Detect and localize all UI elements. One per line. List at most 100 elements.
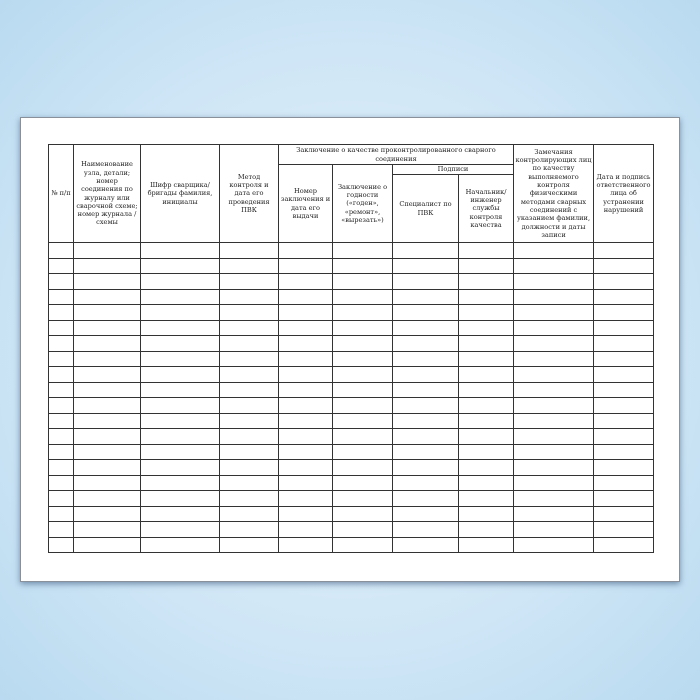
table-cell[interactable] xyxy=(457,505,515,522)
table-cell[interactable] xyxy=(278,288,333,305)
table-cell[interactable] xyxy=(332,443,393,460)
table-cell[interactable] xyxy=(332,319,393,336)
table-cell[interactable] xyxy=(140,474,220,491)
table-cell[interactable] xyxy=(593,335,655,352)
table-cell[interactable] xyxy=(140,459,220,476)
table-cell[interactable] xyxy=(457,350,515,367)
table-cell[interactable] xyxy=(332,474,393,491)
table-cell[interactable] xyxy=(457,459,515,476)
table-cell[interactable] xyxy=(73,521,141,538)
table-cell[interactable] xyxy=(219,412,279,429)
table-cell[interactable] xyxy=(48,257,74,274)
table-cell[interactable] xyxy=(513,288,595,305)
table-cell[interactable] xyxy=(140,257,220,274)
table-cell[interactable] xyxy=(73,536,141,553)
table-cell[interactable] xyxy=(457,273,515,290)
table-cell[interactable] xyxy=(593,257,655,274)
table-cell[interactable] xyxy=(219,350,279,367)
table-cell[interactable] xyxy=(593,412,655,429)
table-cell[interactable] xyxy=(593,381,655,398)
table-cell[interactable] xyxy=(140,366,220,383)
table-cell[interactable] xyxy=(278,257,333,274)
table-cell[interactable] xyxy=(392,474,459,491)
table-cell[interactable] xyxy=(593,242,655,259)
table-cell[interactable] xyxy=(278,490,333,507)
table-cell[interactable] xyxy=(457,242,515,259)
table-cell[interactable] xyxy=(140,521,220,538)
table-cell[interactable] xyxy=(457,335,515,352)
table-cell[interactable] xyxy=(332,242,393,259)
table-cell[interactable] xyxy=(48,335,74,352)
table-cell[interactable] xyxy=(278,474,333,491)
table-cell[interactable] xyxy=(219,490,279,507)
table-cell[interactable] xyxy=(332,350,393,367)
table-cell[interactable] xyxy=(332,428,393,445)
table-cell[interactable] xyxy=(48,474,74,491)
table-cell[interactable] xyxy=(457,521,515,538)
table-cell[interactable] xyxy=(513,521,595,538)
table-cell[interactable] xyxy=(140,304,220,321)
table-cell[interactable] xyxy=(593,521,655,538)
table-cell[interactable] xyxy=(392,412,459,429)
table-cell[interactable] xyxy=(392,521,459,538)
table-cell[interactable] xyxy=(593,350,655,367)
table-cell[interactable] xyxy=(140,505,220,522)
table-cell[interactable] xyxy=(140,412,220,429)
table-cell[interactable] xyxy=(513,335,595,352)
table-cell[interactable] xyxy=(513,397,595,414)
table-cell[interactable] xyxy=(140,397,220,414)
table-cell[interactable] xyxy=(593,459,655,476)
table-cell[interactable] xyxy=(48,397,74,414)
table-cell[interactable] xyxy=(219,397,279,414)
table-cell[interactable] xyxy=(332,397,393,414)
table-cell[interactable] xyxy=(73,474,141,491)
table-cell[interactable] xyxy=(392,505,459,522)
table-cell[interactable] xyxy=(48,319,74,336)
table-cell[interactable] xyxy=(392,536,459,553)
table-cell[interactable] xyxy=(513,536,595,553)
table-cell[interactable] xyxy=(457,490,515,507)
table-cell[interactable] xyxy=(278,443,333,460)
table-cell[interactable] xyxy=(332,335,393,352)
table-cell[interactable] xyxy=(513,490,595,507)
table-cell[interactable] xyxy=(457,381,515,398)
table-cell[interactable] xyxy=(73,319,141,336)
table-cell[interactable] xyxy=(48,366,74,383)
table-cell[interactable] xyxy=(513,319,595,336)
table-cell[interactable] xyxy=(278,319,333,336)
table-cell[interactable] xyxy=(513,304,595,321)
table-cell[interactable] xyxy=(593,428,655,445)
table-cell[interactable] xyxy=(219,505,279,522)
table-cell[interactable] xyxy=(140,443,220,460)
table-cell[interactable] xyxy=(219,521,279,538)
table-cell[interactable] xyxy=(332,257,393,274)
table-cell[interactable] xyxy=(73,505,141,522)
table-cell[interactable] xyxy=(140,381,220,398)
table-cell[interactable] xyxy=(140,273,220,290)
table-cell[interactable] xyxy=(332,288,393,305)
table-cell[interactable] xyxy=(332,273,393,290)
table-cell[interactable] xyxy=(457,412,515,429)
table-cell[interactable] xyxy=(513,350,595,367)
table-cell[interactable] xyxy=(457,257,515,274)
table-cell[interactable] xyxy=(219,288,279,305)
table-cell[interactable] xyxy=(278,536,333,553)
table-cell[interactable] xyxy=(278,335,333,352)
table-cell[interactable] xyxy=(73,242,141,259)
table-cell[interactable] xyxy=(392,443,459,460)
table-cell[interactable] xyxy=(219,304,279,321)
table-cell[interactable] xyxy=(392,242,459,259)
table-cell[interactable] xyxy=(219,257,279,274)
table-cell[interactable] xyxy=(48,288,74,305)
table-cell[interactable] xyxy=(332,490,393,507)
table-cell[interactable] xyxy=(278,412,333,429)
table-cell[interactable] xyxy=(140,242,220,259)
table-cell[interactable] xyxy=(593,490,655,507)
table-cell[interactable] xyxy=(457,397,515,414)
table-cell[interactable] xyxy=(513,443,595,460)
table-cell[interactable] xyxy=(392,335,459,352)
table-cell[interactable] xyxy=(48,242,74,259)
table-cell[interactable] xyxy=(140,428,220,445)
table-cell[interactable] xyxy=(332,459,393,476)
table-cell[interactable] xyxy=(457,428,515,445)
